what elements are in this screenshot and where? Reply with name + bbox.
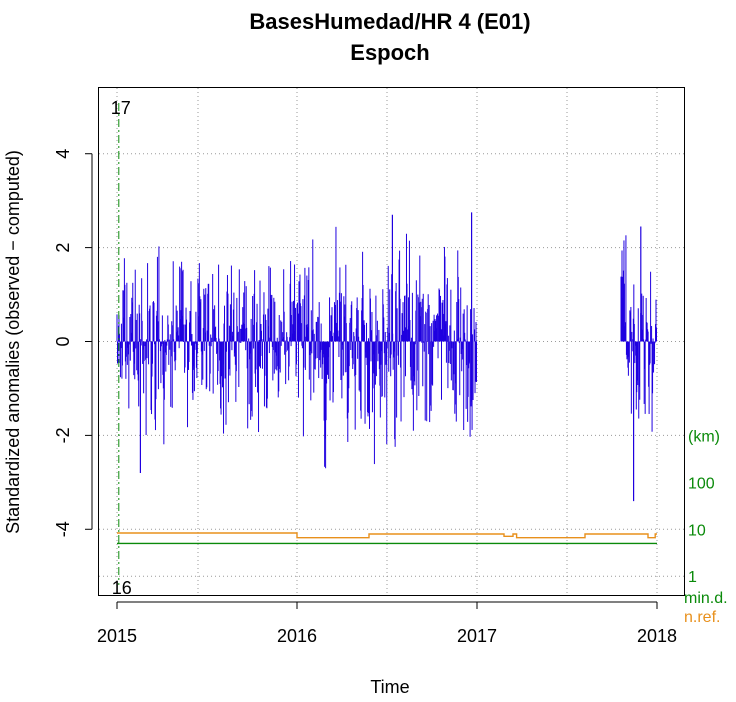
x-tick-label: 2016 [277,626,317,646]
series-line-nref [117,532,657,539]
y-axis: 4 2 0 -2 -4 [53,149,93,537]
x-axis: 2015 2016 2017 2018 [97,601,677,646]
reference-lines [117,532,657,545]
secondary-axis: (km) 100 10 1 [688,428,720,586]
secondary-axis-tick: 100 [688,475,715,492]
y-tick-label: -2 [53,427,73,443]
anomaly-bars [116,212,658,502]
chart-title: BasesHumedad/HR 4 (E01) [249,9,530,34]
y-tick-label: 2 [53,243,73,253]
x-tick-label: 2017 [457,626,497,646]
secondary-axis-unit: (km) [688,428,720,445]
plot-box [98,87,685,596]
x-axis-label: Time [370,677,409,697]
chart-subtitle: Espoch [350,40,429,65]
outlier-bottom-label: 16 [112,578,132,598]
y-tick-label: -4 [53,521,73,537]
y-tick-label: 4 [53,149,73,159]
y-axis-label: Standardized anomalies (observed − compu… [3,150,23,534]
outlier-top-label: 17 [111,98,131,118]
x-tick-label: 2015 [97,626,137,646]
legend-min-d: min.d. [684,590,728,607]
x-tick-label: 2018 [637,626,677,646]
secondary-axis-tick: 1 [688,569,697,586]
secondary-axis-tick: 10 [688,522,706,539]
legend-n-ref: n.ref. [684,609,720,626]
y-tick-label: 0 [53,336,73,346]
